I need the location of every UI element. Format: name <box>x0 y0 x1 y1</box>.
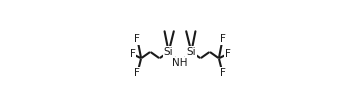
Text: NH: NH <box>172 58 188 68</box>
Text: F: F <box>225 49 230 59</box>
Text: F: F <box>220 34 226 44</box>
Text: Si: Si <box>164 47 174 57</box>
Text: Si: Si <box>186 47 196 57</box>
Text: F: F <box>220 68 226 78</box>
Text: F: F <box>134 68 140 78</box>
Text: F: F <box>130 49 135 59</box>
Text: F: F <box>134 34 140 44</box>
